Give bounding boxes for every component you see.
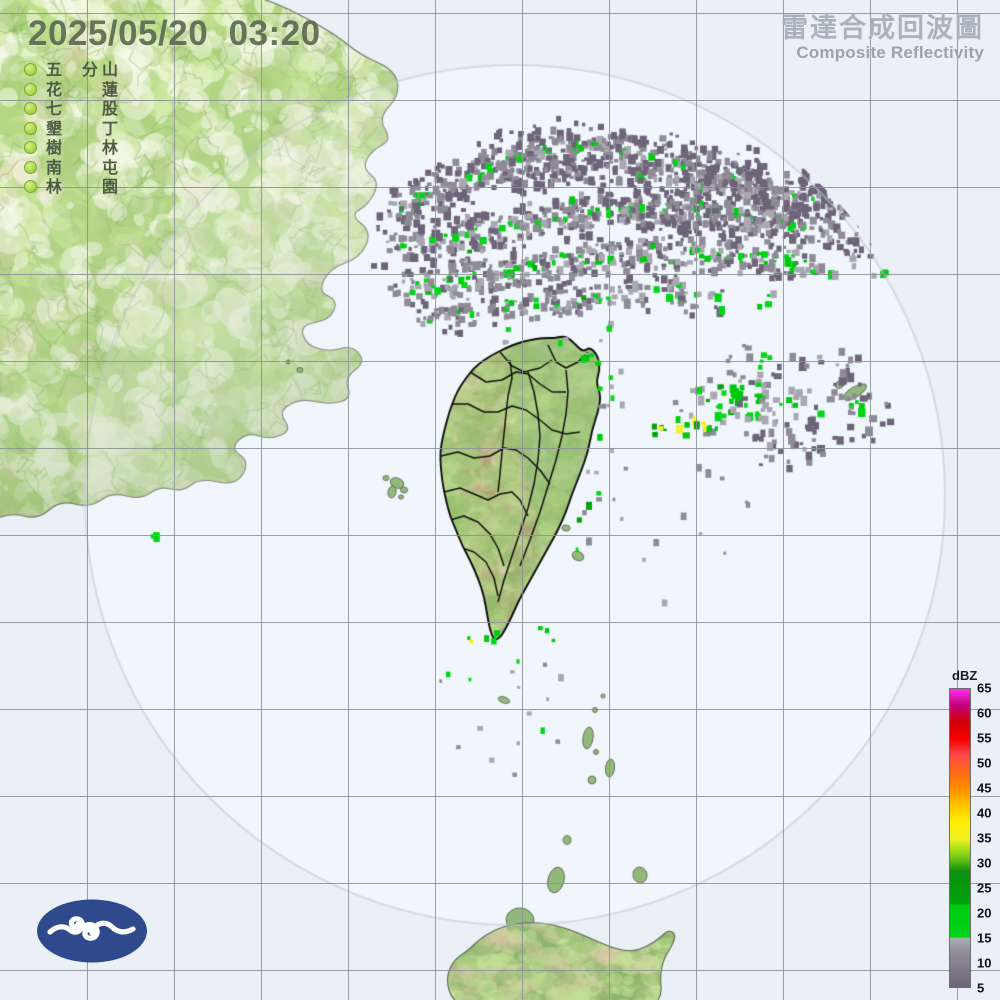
station-char: [80, 158, 100, 178]
product-title-cn: 雷達合成回波圖: [781, 13, 984, 43]
dbz-tick-35: 35: [977, 830, 992, 846]
station-char: 林: [45, 177, 62, 196]
station-char: 花: [45, 79, 62, 99]
station-dot: [24, 121, 37, 135]
station-dot: [24, 63, 37, 76]
station-dot-list: [24, 60, 37, 197]
dbz-tick-60: 60: [977, 705, 992, 721]
station-char: 七: [45, 99, 62, 118]
dbz-tick-30: 30: [977, 855, 992, 871]
station-legend: 五花七墾樹南林 分 山蓮股丁林屯園: [24, 60, 120, 197]
station-char: [80, 177, 100, 197]
station-name-columns: 五花七墾樹南林 分 山蓮股丁林屯園: [44, 60, 120, 197]
station-char: 分: [81, 60, 98, 79]
dbz-gradient-bar: [949, 688, 971, 988]
station-col-b: 分: [80, 60, 100, 197]
station-dot: [24, 141, 37, 154]
station-char: [80, 138, 100, 158]
dbz-tick-55: 55: [977, 730, 992, 746]
station-char: [80, 80, 100, 100]
station-char: 林: [101, 138, 118, 157]
station-char: 南: [45, 157, 62, 177]
dbz-tick-5: 5: [977, 980, 985, 996]
station-dot: [24, 160, 37, 174]
station-col-c: 山蓮股丁林屯園: [100, 60, 120, 197]
dbz-tick-25: 25: [977, 880, 992, 896]
station-char: 屯: [101, 157, 118, 177]
dbz-tick-50: 50: [977, 755, 992, 771]
dbz-tick-labels: 65 60 55 50 45 40 35 30 25 20 15 10 5: [974, 681, 1000, 996]
cwa-logo: [37, 899, 147, 963]
timestamp-label: 2025/05/20 03:20: [28, 14, 321, 53]
station-char: 園: [101, 177, 118, 196]
station-char: 股: [101, 99, 118, 118]
dbz-unit-label: dBZ: [952, 668, 978, 683]
station-char: [80, 119, 100, 139]
station-dot: [24, 82, 37, 96]
station-char: 樹: [45, 138, 62, 157]
station-char: 丁: [101, 118, 118, 138]
product-title-en: Composite Reflectivity: [796, 43, 984, 63]
station-char: 蓮: [101, 79, 118, 99]
station-char: 山: [101, 60, 118, 79]
dbz-tick-15: 15: [977, 930, 992, 946]
dbz-tick-10: 10: [977, 955, 992, 971]
dbz-tick-65: 65: [977, 680, 992, 696]
title-block: 雷達合成回波圖 Composite Reflectivity: [781, 14, 984, 63]
station-dot: [24, 180, 37, 193]
dbz-colorbar: dBZ 65 60 55 50 45 40 35 30 25 20 15 10 5: [944, 668, 1000, 998]
dbz-tick-40: 40: [977, 805, 992, 821]
dbz-tick-45: 45: [977, 780, 992, 796]
dbz-tick-20: 20: [977, 905, 992, 921]
station-char: 墾: [45, 118, 62, 138]
station-dot: [24, 102, 37, 115]
station-col-a: 五花七墾樹南林: [44, 60, 64, 197]
station-char: 五: [45, 60, 62, 79]
station-char: [80, 99, 100, 119]
